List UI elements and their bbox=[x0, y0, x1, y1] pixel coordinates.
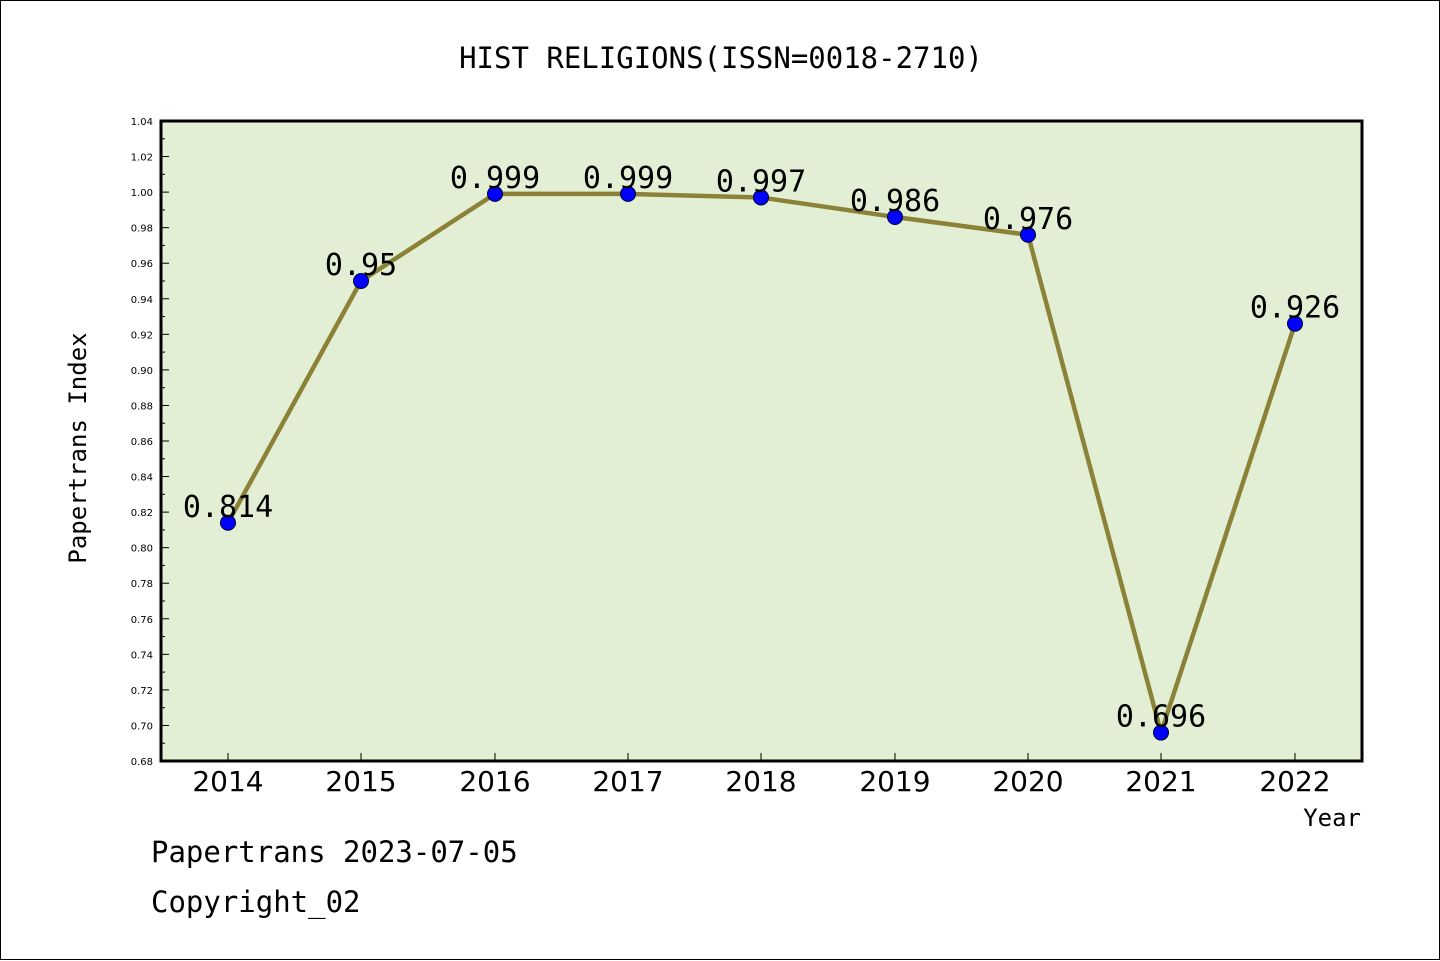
x-tick-label: 2021 bbox=[1125, 765, 1196, 798]
y-tick-label: 0.84 bbox=[131, 473, 153, 484]
data-label: 0.976 bbox=[983, 202, 1073, 237]
x-axis-label: Year bbox=[1303, 804, 1361, 832]
y-tick-label: 0.82 bbox=[131, 508, 153, 519]
y-axis-label: Papertrans Index bbox=[64, 332, 92, 563]
y-tick-label: 0.70 bbox=[131, 721, 153, 732]
axis-ticks: 0.68 0.70 0.72 0.74 0.76 0.78 0.80 0.82 0.84 0.86… bbox=[131, 117, 1331, 798]
data-point bbox=[1153, 724, 1169, 741]
data-label: 0.926 bbox=[1250, 291, 1340, 326]
x-tick-label: 2017 bbox=[592, 765, 663, 798]
footer-copyright-text: Copyright_02 bbox=[151, 885, 361, 919]
y-tick-label: 0.86 bbox=[131, 437, 153, 448]
data-label: 0.95 bbox=[325, 248, 397, 283]
data-label: 0.999 bbox=[450, 161, 540, 196]
y-tick-label: 1.02 bbox=[131, 153, 153, 164]
y-tick-label: 0.78 bbox=[131, 579, 153, 590]
data-point bbox=[220, 514, 236, 531]
y-tick-label: 0.88 bbox=[131, 401, 153, 412]
data-label: 0.814 bbox=[183, 490, 273, 525]
y-tick-label: 0.74 bbox=[131, 650, 153, 661]
x-tick-label: 2016 bbox=[459, 765, 530, 798]
footer-date-text: Papertrans 2023-07-05 bbox=[151, 835, 518, 869]
y-tick-label: 0.90 bbox=[131, 366, 153, 377]
chart-title: HIST RELIGIONS(ISSN=0018-2710) bbox=[459, 41, 983, 75]
y-tick-label: 0.98 bbox=[131, 224, 153, 235]
data-point bbox=[487, 185, 503, 202]
data-point bbox=[753, 189, 769, 206]
data-labels: 0.814 0.95 0.999 0.999 0.997 0.986 0.976 0.696 0… bbox=[183, 161, 1340, 735]
data-markers bbox=[220, 185, 1303, 741]
data-point bbox=[887, 209, 903, 225]
data-label: 0.986 bbox=[850, 184, 940, 219]
y-tick-label: 1.04 bbox=[131, 117, 153, 128]
plot-area bbox=[161, 121, 1362, 761]
y-tick-label: 0.96 bbox=[131, 259, 153, 270]
y-tick-label: 0.80 bbox=[131, 544, 153, 555]
data-point bbox=[353, 273, 369, 289]
y-tick-label: 0.72 bbox=[131, 686, 153, 697]
y-tick-label: 0.94 bbox=[131, 295, 153, 306]
data-label: 0.999 bbox=[583, 161, 673, 196]
data-point bbox=[620, 185, 636, 202]
x-tick-label: 2019 bbox=[859, 765, 930, 798]
x-tick-label: 2014 bbox=[192, 765, 263, 798]
data-label: 0.997 bbox=[716, 164, 806, 199]
x-tick-label: 2022 bbox=[1259, 765, 1330, 798]
y-tick-label: 0.92 bbox=[131, 330, 153, 341]
x-tick-label: 2018 bbox=[725, 765, 796, 798]
plot-border bbox=[159, 119, 1364, 763]
data-point bbox=[1020, 226, 1036, 243]
y-tick-label: 1.00 bbox=[131, 188, 153, 199]
x-tick-label: 2020 bbox=[992, 765, 1063, 798]
data-label: 0.696 bbox=[1116, 700, 1206, 735]
x-tick-label: 2015 bbox=[325, 765, 396, 798]
data-point bbox=[1287, 315, 1303, 332]
y-tick-label: 0.68 bbox=[131, 757, 153, 768]
y-tick-label: 0.76 bbox=[131, 615, 153, 626]
